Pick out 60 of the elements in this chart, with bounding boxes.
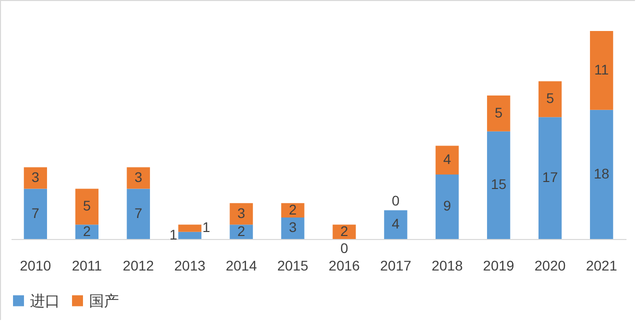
x-tick-label: 2015 xyxy=(277,258,309,274)
data-label: 17 xyxy=(542,169,558,186)
bar xyxy=(590,31,614,110)
data-label: 2 xyxy=(340,222,348,239)
bar xyxy=(230,203,253,225)
data-label: 4 xyxy=(392,216,400,232)
x-tick-label: 2010 xyxy=(20,258,52,274)
data-label: 11 xyxy=(594,61,610,78)
data-label: 2 xyxy=(83,222,92,239)
x-tick-label: 2011 xyxy=(72,258,102,274)
bar xyxy=(75,224,98,239)
bar xyxy=(24,167,48,189)
x-tick-label: 2017 xyxy=(380,258,412,274)
x-tick-label: 2016 xyxy=(328,258,360,274)
data-label: 3 xyxy=(134,169,142,186)
data-label: 4 xyxy=(443,151,452,168)
data-label: 0 xyxy=(392,192,400,208)
bar xyxy=(538,81,562,118)
bar xyxy=(487,96,510,132)
bar xyxy=(487,131,510,239)
legend-label: 国产 xyxy=(89,292,119,310)
x-tick-label: 2013 xyxy=(174,258,206,274)
data-label: 5 xyxy=(83,198,92,214)
x-tick-label: 2018 xyxy=(432,258,463,274)
x-tick-label: 2019 xyxy=(483,258,514,274)
x-tick-label: 2020 xyxy=(534,258,566,274)
bar xyxy=(230,224,253,239)
data-label: 5 xyxy=(494,104,503,120)
bar xyxy=(538,117,562,239)
bar xyxy=(75,188,98,225)
bar xyxy=(436,146,459,174)
bar xyxy=(281,217,304,239)
bar xyxy=(332,224,356,239)
data-label: 18 xyxy=(594,165,610,182)
bar xyxy=(436,174,459,239)
bar xyxy=(126,188,150,239)
x-tick-label: 2012 xyxy=(122,258,154,274)
bar xyxy=(590,110,614,239)
data-label: 7 xyxy=(32,204,40,221)
legend-label: 进口 xyxy=(30,292,60,310)
data-label: 9 xyxy=(443,198,452,214)
data-label: 1 xyxy=(202,219,210,236)
bar xyxy=(178,232,202,239)
data-label: 0 xyxy=(340,240,348,256)
bar xyxy=(281,203,304,218)
data-label: 5 xyxy=(546,90,554,106)
data-label: 1 xyxy=(170,226,178,242)
bar xyxy=(178,224,202,232)
data-label: 3 xyxy=(288,219,297,236)
data-label: 15 xyxy=(490,176,507,192)
x-tick-label: 2021 xyxy=(586,258,618,274)
data-label: 3 xyxy=(237,204,246,221)
data-label: 7 xyxy=(134,204,142,221)
data-label: 3 xyxy=(32,169,40,186)
bar xyxy=(126,167,150,189)
x-tick-label: 2014 xyxy=(226,258,258,274)
data-label: 2 xyxy=(237,222,246,239)
bar xyxy=(384,210,408,239)
data-label: 2 xyxy=(288,201,297,218)
bar xyxy=(24,188,48,239)
